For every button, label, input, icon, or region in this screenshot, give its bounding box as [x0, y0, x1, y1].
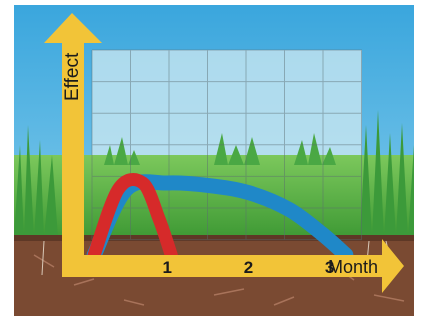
x-tick-label: 2: [244, 258, 253, 277]
x-axis-label: Month: [328, 257, 378, 277]
y-axis-label: Effect: [62, 52, 83, 101]
x-tick-label: 1: [162, 258, 171, 277]
